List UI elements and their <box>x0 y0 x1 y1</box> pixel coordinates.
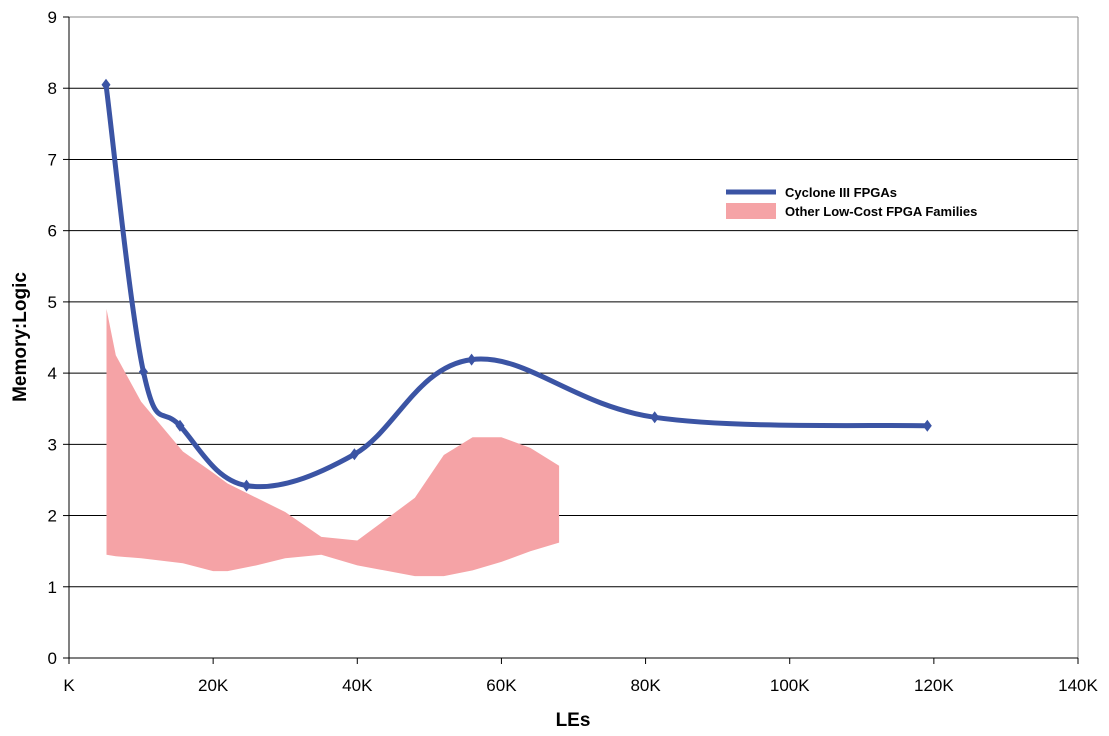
x-axis-title: LEs <box>556 710 591 731</box>
y-tick-label: 2 <box>48 507 57 526</box>
x-tick-labels: K 20K 40K 60K 80K 100K 120K 140K <box>63 676 1098 695</box>
y-tick-label: 7 <box>48 150 57 169</box>
cyclone-point-marker <box>467 353 477 366</box>
cyclone-point-marker <box>650 411 660 424</box>
y-axis-title: Memory:Logic <box>10 272 31 402</box>
x-tick-label: K <box>63 676 75 695</box>
legend-swatch-other-families <box>726 203 776 219</box>
x-tick-label: 100K <box>770 676 810 695</box>
cyclone-point-marker <box>349 448 359 461</box>
y-tick-label: 0 <box>48 649 57 668</box>
x-tick-label: 60K <box>486 676 517 695</box>
cyclone-point-marker <box>242 479 251 492</box>
legend-label-other-families: Other Low-Cost FPGA Families <box>785 204 977 219</box>
legend: Cyclone III FPGAs Other Low-Cost FPGA Fa… <box>726 185 977 219</box>
y-tick-label: 8 <box>48 79 57 98</box>
cyclone-line <box>103 82 930 490</box>
y-tick-label: 9 <box>48 8 57 27</box>
y-tick-label: 6 <box>48 222 57 241</box>
x-tick-label: 140K <box>1058 676 1098 695</box>
x-tick-label: 40K <box>342 676 373 695</box>
cyclone-point-marker <box>101 78 111 91</box>
x-tick-label: 20K <box>198 676 229 695</box>
y-tick-label: 3 <box>48 435 57 454</box>
cyclone-point-marker <box>175 419 185 432</box>
y-tick-labels: 0 1 2 3 4 5 6 7 8 9 <box>48 8 57 668</box>
cyclone-series-layer <box>101 78 932 492</box>
cyclone-point-marker <box>138 365 148 378</box>
other-families-band <box>106 309 560 577</box>
y-tick-label: 1 <box>48 578 57 597</box>
y-tick-label: 4 <box>48 364 57 383</box>
y-tick-label: 5 <box>48 293 57 312</box>
other-families-band-layer <box>106 309 560 577</box>
cyclone-point-marker <box>922 419 932 432</box>
x-tick-label: 120K <box>914 676 954 695</box>
legend-label-cyclone: Cyclone III FPGAs <box>785 185 897 200</box>
axes <box>63 16 1079 664</box>
x-tick-label: 80K <box>630 676 661 695</box>
